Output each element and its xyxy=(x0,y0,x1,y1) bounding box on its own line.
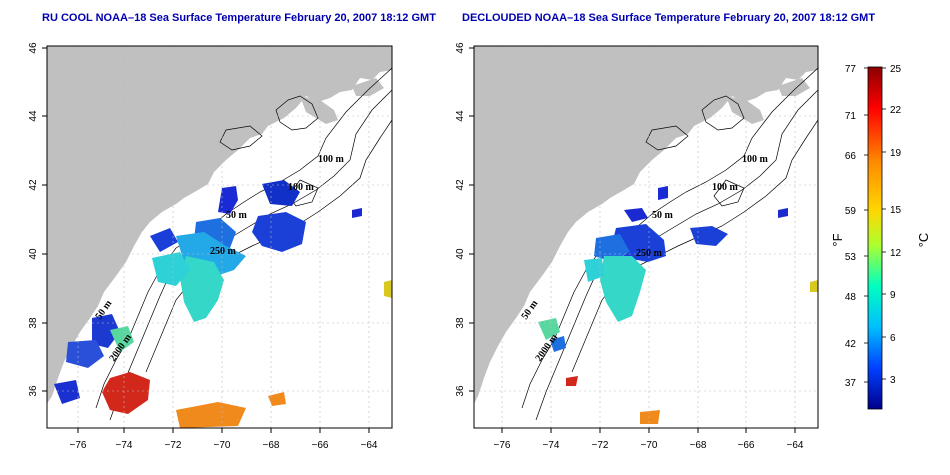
lat-tick-label: 42 xyxy=(28,179,39,191)
colorbar-f-tick: 71 xyxy=(845,111,857,122)
colorbar: 77 71 66 59 53 48 42 37 25 22 19 15 12 9… xyxy=(830,64,931,410)
lon-tick-label: −64 xyxy=(361,440,378,451)
lon-axis-panel-2: −76 −74 −72 −70 −68 −66 −64 xyxy=(494,428,804,451)
lat-tick-label: 40 xyxy=(28,248,39,260)
colorbar-f-tick: 48 xyxy=(845,292,857,303)
lon-tick-label: −76 xyxy=(70,440,87,451)
colorbar-c-tick: 22 xyxy=(890,105,902,116)
lat-tick-label: 36 xyxy=(455,385,466,397)
land-mass xyxy=(474,46,818,404)
colorbar-c-tick: 15 xyxy=(890,205,902,216)
lon-tick-label: −74 xyxy=(543,440,560,451)
panel-1-title: RU COOL NOAA–18 Sea Surface Temperature … xyxy=(42,12,436,24)
lat-tick-label: 44 xyxy=(28,110,39,122)
lat-tick-label: 36 xyxy=(28,385,39,397)
lat-tick-label: 42 xyxy=(455,179,466,191)
colorbar-f-tick: 53 xyxy=(845,252,857,263)
lat-tick-label: 44 xyxy=(455,110,466,122)
colorbar-c-tick: 3 xyxy=(890,375,896,386)
colorbar-c-tick: 19 xyxy=(890,148,902,159)
lat-tick-label: 46 xyxy=(28,42,39,54)
lat-tick-label: 46 xyxy=(455,42,466,54)
lat-tick-label: 38 xyxy=(455,317,466,329)
contour-label: 100 m xyxy=(288,182,315,193)
contour-label: 100 m xyxy=(712,182,739,193)
colorbar-c-tick: 25 xyxy=(890,64,902,75)
colorbar-f-tick: 37 xyxy=(845,378,857,389)
lon-tick-label: −70 xyxy=(641,440,658,451)
contour-label: 50 m xyxy=(226,210,248,221)
sst-patches-panel-1 xyxy=(54,180,392,428)
colorbar-gradient xyxy=(867,66,883,410)
colorbar-c-tick: 9 xyxy=(890,290,896,301)
lon-tick-label: −66 xyxy=(738,440,755,451)
colorbar-f-label: °F xyxy=(830,233,845,246)
lat-axis-panel-2: 36 38 40 42 44 46 xyxy=(455,42,474,397)
colorbar-f-tick: 66 xyxy=(845,151,857,162)
lon-tick-label: −70 xyxy=(214,440,231,451)
lon-tick-label: −64 xyxy=(787,440,804,451)
lon-tick-label: −68 xyxy=(263,440,280,451)
contour-label: 250 m xyxy=(210,246,237,257)
map-panel-2: 100 m 100 m 50 m 250 m 50 m 2000 m 36 38… xyxy=(455,42,819,451)
lon-tick-label: −76 xyxy=(494,440,511,451)
colorbar-c-label: °C xyxy=(916,233,931,248)
lat-axis-panel-1: 36 38 40 42 44 46 xyxy=(28,42,47,397)
lon-tick-label: −68 xyxy=(690,440,707,451)
lat-tick-label: 40 xyxy=(455,248,466,260)
lon-tick-label: −74 xyxy=(116,440,133,451)
lon-tick-label: −72 xyxy=(592,440,609,451)
map-panel-1: 100 m 100 m 50 m 250 m 50 m 2000 m 36 38… xyxy=(28,42,393,451)
lon-tick-label: −66 xyxy=(312,440,329,451)
contour-label: 100 m xyxy=(742,154,769,165)
lat-tick-label: 38 xyxy=(28,317,39,329)
colorbar-c-tick: 12 xyxy=(890,248,902,259)
colorbar-c-tick: 6 xyxy=(890,333,896,344)
contour-label: 50 m xyxy=(652,210,674,221)
colorbar-f-tick: 59 xyxy=(845,206,857,217)
lon-tick-label: −72 xyxy=(165,440,182,451)
contour-label: 250 m xyxy=(636,248,663,259)
lon-axis-panel-1: −76 −74 −72 −70 −68 −66 −64 xyxy=(70,428,378,451)
grid-lines xyxy=(47,46,392,428)
sst-patches-panel-2 xyxy=(538,186,818,424)
colorbar-f-tick: 42 xyxy=(845,339,857,350)
contour-label: 100 m xyxy=(318,154,345,165)
panel-2-title: DECLOUDED NOAA–18 Sea Surface Temperatur… xyxy=(462,12,876,24)
colorbar-f-tick: 77 xyxy=(845,64,857,75)
land-mass xyxy=(47,46,392,404)
grid-lines xyxy=(474,46,818,428)
